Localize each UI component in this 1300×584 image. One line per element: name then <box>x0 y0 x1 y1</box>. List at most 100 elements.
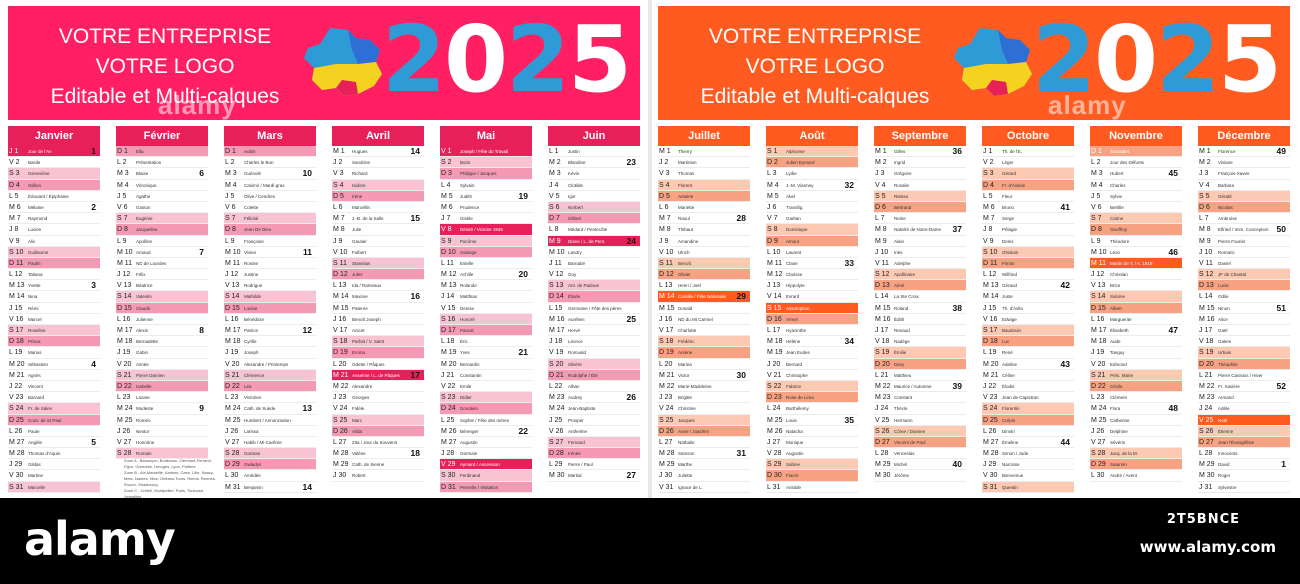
saint-name: Laurent <box>786 249 802 255</box>
day-row: L 19 René <box>982 347 1074 359</box>
site-url[interactable]: www.alamy.com <box>1139 538 1276 556</box>
day-number: V 14 <box>767 293 782 301</box>
day-row: V 9 Alix <box>8 236 100 247</box>
saint-name: Ignace de L. <box>678 484 703 490</box>
saint-name: Sabine <box>786 462 801 468</box>
day-number: J 9 <box>333 237 343 245</box>
saint-name: Louise <box>244 305 258 311</box>
saint-name: Marc <box>352 417 362 423</box>
day-number: M 28 <box>659 450 675 458</box>
watermark: alamy <box>1048 90 1127 120</box>
saint-name: Edwige <box>1002 316 1017 322</box>
day-row: S 24 Florentin <box>982 403 1074 415</box>
saint-name: Isidore <box>352 182 366 188</box>
saint-name: Philippe / Jacques <box>460 171 497 177</box>
day-number: M 16 <box>1199 315 1215 323</box>
saint-name: Rodolphe / Été <box>568 372 598 378</box>
week-number: 46 <box>1168 246 1178 257</box>
day-row: M 15 Paterne <box>332 303 424 314</box>
saint-name: Rémi <box>28 305 39 311</box>
day-row: L 16 Julienne <box>116 314 208 325</box>
day-row: M 24 Jean-Baptiste <box>548 403 640 415</box>
day-row: M 3 Guénolé 10 <box>224 168 316 180</box>
day-row: D 1 Ella <box>116 146 208 158</box>
day-number: J 26 <box>225 427 239 435</box>
day-row: J 13 Hippolyte <box>766 280 858 292</box>
day-number: J 19 <box>225 349 239 357</box>
day-row: M 28 Samson 31 <box>658 448 750 460</box>
day-row: M 19 Yves 21 <box>440 347 532 359</box>
day-number: M 8 <box>333 226 345 234</box>
day-row: V 17 Charlotte <box>658 325 750 337</box>
day-number: J 10 <box>1199 248 1213 256</box>
saint-name: Evrard <box>786 294 800 300</box>
saint-name: Colette <box>244 204 259 210</box>
day-number: J 1 <box>9 148 19 155</box>
day-number: M 6 <box>983 203 995 211</box>
day-row: D 23 Rose de Lima <box>766 392 858 404</box>
months-grid-left: Janvier J 1 Jour de l'An 1 V 2 Basile S 3 Genev… <box>8 126 640 493</box>
saint-name: Hugues <box>352 149 368 154</box>
saint-name: Fulbert <box>352 249 367 255</box>
day-row: J 5 Sylvie <box>1090 191 1182 202</box>
legend-zone-c: Zone C : Créteil, Montpellier, Paris, To… <box>124 488 205 499</box>
day-number: J 22 <box>9 382 23 390</box>
day-number: D 18 <box>983 338 998 346</box>
saint-name: Constant <box>894 395 913 401</box>
saint-name: Gaël <box>1218 328 1228 333</box>
month-header: Février <box>116 126 208 146</box>
day-row: S 10 Ghislain <box>982 246 1074 258</box>
saint-name: Transfig. <box>786 204 804 210</box>
saint-name: Jacques <box>678 417 695 423</box>
day-number: L 3 <box>767 170 777 178</box>
saint-name: Vincent <box>28 383 43 389</box>
saint-name: Armand <box>1218 395 1234 401</box>
saint-name: Geneviève <box>28 171 50 177</box>
day-number: S 5 <box>1199 192 1210 200</box>
week-number: 14 <box>410 146 420 156</box>
day-row: J 8 Lucien <box>8 224 100 236</box>
day-row: D 4 Odilon <box>8 179 100 191</box>
week-number: 19 <box>518 190 528 201</box>
alamy-logo[interactable]: alamy <box>24 512 176 566</box>
saint-name: Zita / Jour du Souvenir <box>352 439 398 445</box>
saint-name: Clarisse <box>786 272 803 278</box>
saint-name: Michel <box>894 462 908 468</box>
saint-name: Boris <box>460 160 471 166</box>
day-row: M 1 Gilles 36 <box>874 146 966 158</box>
day-row: J 12 Justine <box>224 269 316 281</box>
day-number: M 8 <box>875 226 887 234</box>
day-number: D 12 <box>333 271 348 279</box>
saint-name: Barnabé <box>568 260 586 266</box>
day-number: V 8 <box>441 226 452 234</box>
day-row: S 8 Dominique <box>766 224 858 236</box>
saint-name: Nicolas <box>1218 204 1233 210</box>
saint-name: Narcisse <box>1002 462 1020 468</box>
saint-name: André / Avent <box>1110 473 1137 479</box>
day-number: J 5 <box>1091 192 1101 200</box>
day-row: M 7 Raoul 28 <box>658 213 750 225</box>
day-number: J 10 <box>875 248 889 256</box>
saint-name: Benjamin <box>244 484 263 490</box>
day-row: V 31 Ignace de L. <box>658 482 750 493</box>
day-number: M 15 <box>875 304 891 312</box>
day-number: M 25 <box>225 416 241 424</box>
day-row: V 24 Christine <box>658 403 750 415</box>
day-number: V 1 <box>441 148 452 155</box>
day-row: S 17 Baudouin <box>982 325 1074 337</box>
saint-name: Barthélemy <box>786 406 809 412</box>
saint-name: Clément <box>1110 395 1127 401</box>
saint-name: Hermann <box>894 417 913 423</box>
day-row: J 3 François-Xavier <box>1198 168 1290 180</box>
day-number: V 25 <box>1199 416 1214 424</box>
month-column: Mars D 1 Aubin L 2 Charles le Bon M 3 Guénolé 1… <box>224 126 316 493</box>
saint-name: Stanislas <box>352 260 371 266</box>
saint-name: Justine <box>244 272 259 278</box>
saint-name: Cath. de Suède <box>244 406 276 412</box>
month-header: Juin <box>548 126 640 146</box>
day-number: S 7 <box>1091 215 1102 223</box>
week-number: 40 <box>952 459 962 470</box>
day-row: V 22 Emile <box>440 381 532 393</box>
year-digit: 5 <box>568 6 632 113</box>
saint-name: Fr. Xavière <box>1218 383 1240 389</box>
